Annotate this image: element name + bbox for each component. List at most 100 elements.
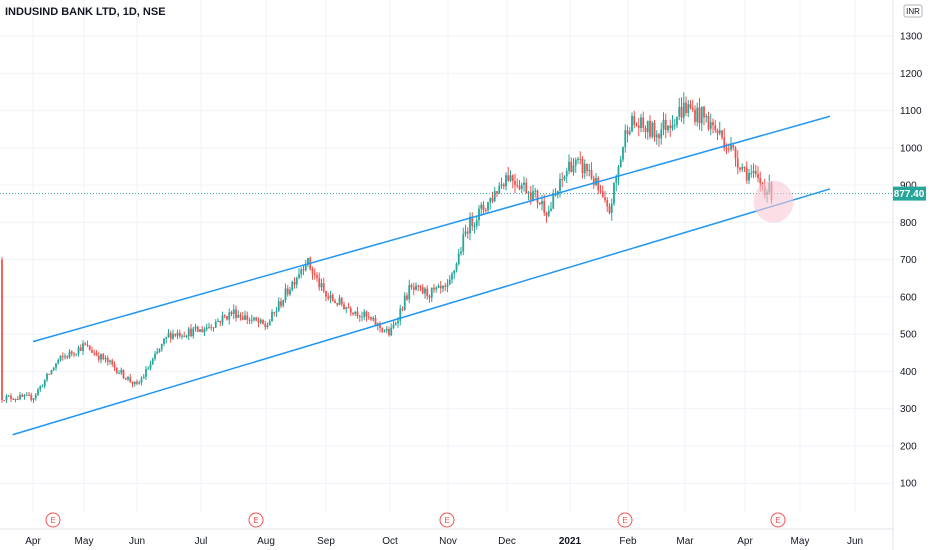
- candle-body: [525, 182, 528, 194]
- candle-body: [133, 381, 136, 385]
- candle-body: [358, 315, 361, 317]
- candle-body: [543, 200, 546, 213]
- candle-body: [736, 158, 739, 168]
- x-tick-label: 2021: [559, 536, 582, 547]
- candle-body: [484, 210, 487, 212]
- candle-body: [307, 257, 309, 265]
- candle-body: [70, 351, 73, 354]
- candle-body: [190, 328, 192, 337]
- candle-body: [588, 170, 591, 172]
- candle-body: [41, 386, 44, 388]
- candle-body: [329, 295, 332, 299]
- candle-body: [469, 216, 471, 234]
- x-tick-label: May: [75, 536, 94, 547]
- candle-body: [577, 158, 579, 160]
- x-tick-label: Jul: [195, 536, 208, 547]
- candle-body: [667, 125, 669, 131]
- candle-body: [313, 273, 316, 275]
- candle-body: [5, 395, 8, 401]
- candle-body: [550, 208, 552, 211]
- candle-body: [156, 351, 159, 354]
- candle-body: [145, 368, 147, 377]
- candle-body: [644, 127, 647, 133]
- candle-body: [716, 130, 719, 134]
- candle-body: [500, 184, 503, 186]
- candle-body: [750, 172, 753, 174]
- candle-body: [406, 295, 408, 300]
- candle-body: [712, 122, 714, 126]
- candle-body: [572, 165, 575, 173]
- candle-body: [275, 310, 278, 313]
- candle-body: [610, 203, 613, 213]
- candle-body: [466, 231, 469, 234]
- candle-body: [538, 202, 541, 205]
- candle-body: [73, 353, 75, 355]
- candle-body: [493, 191, 496, 202]
- candle-body: [266, 325, 269, 328]
- candle-body: [631, 115, 633, 132]
- candle-body: [496, 191, 498, 194]
- candle-body: [194, 326, 197, 329]
- candle-body: [160, 343, 163, 350]
- candle-body: [381, 327, 384, 332]
- candle-body: [228, 312, 231, 320]
- candle-body: [696, 107, 699, 122]
- candle-body: [176, 332, 179, 336]
- candle-body: [338, 298, 341, 305]
- candle-body: [709, 122, 712, 129]
- candle-body: [662, 119, 665, 130]
- candle-body: [264, 323, 267, 328]
- candle-body: [439, 285, 442, 289]
- y-tick-label: 1000: [900, 143, 923, 154]
- candle-body: [514, 180, 516, 185]
- candle-body: [455, 264, 458, 271]
- candle-body: [187, 328, 190, 336]
- candle-body: [658, 134, 660, 139]
- candle-body: [536, 190, 539, 203]
- candle-body: [412, 287, 415, 290]
- candle-body: [617, 166, 620, 178]
- candle-body: [196, 326, 199, 332]
- candle-body: [248, 319, 251, 321]
- candle-body: [55, 363, 57, 368]
- candle-body: [723, 137, 726, 149]
- candle-body: [727, 148, 730, 150]
- candle-body: [79, 347, 82, 351]
- candle-body: [298, 274, 300, 278]
- currency-badge[interactable]: INR: [903, 4, 923, 18]
- candle-body: [523, 182, 525, 185]
- candle-body: [651, 122, 654, 137]
- candle-body: [457, 253, 460, 265]
- y-tick-label: 500: [900, 330, 917, 341]
- candle-body: [268, 321, 271, 326]
- x-tick-label: Apr: [25, 536, 41, 547]
- candle-body: [124, 377, 127, 380]
- candle-body: [88, 345, 91, 351]
- y-tick-label: 800: [900, 218, 917, 229]
- candle-body: [235, 309, 237, 318]
- candle-body: [613, 182, 615, 204]
- candle-body: [370, 317, 372, 320]
- candle-body: [509, 175, 512, 181]
- candle-body: [172, 333, 174, 339]
- candle-body: [250, 319, 253, 321]
- earnings-marker-label: E: [50, 516, 55, 525]
- candle-body: [322, 283, 325, 292]
- candle-body: [237, 315, 240, 318]
- candle-body: [408, 285, 411, 300]
- candle-body: [417, 285, 420, 287]
- candle-body: [127, 377, 129, 380]
- candle-body: [97, 355, 100, 360]
- y-tick-label: 900: [900, 181, 917, 192]
- candle-body: [210, 326, 213, 328]
- candle-body: [59, 355, 62, 360]
- candle-body: [208, 326, 210, 328]
- candle-body: [43, 379, 46, 387]
- candle-body: [700, 106, 703, 124]
- candle-body: [10, 395, 12, 399]
- x-tick-label: Aug: [257, 536, 275, 547]
- candle-body: [349, 308, 352, 313]
- last-price-tag: 877.40: [893, 186, 926, 201]
- candle-body: [552, 195, 555, 209]
